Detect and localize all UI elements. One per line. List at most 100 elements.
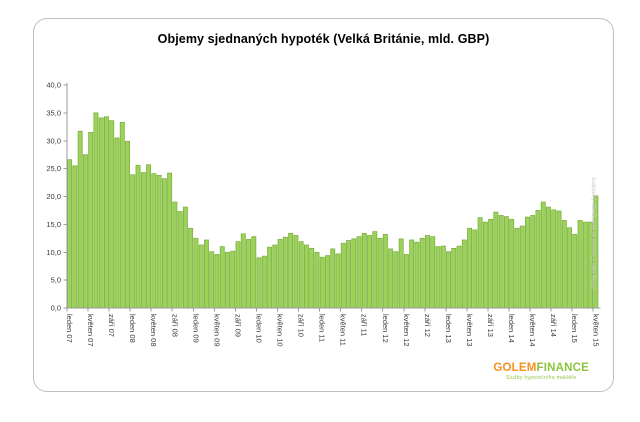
- logo-tagline: Služby hypotečního makléře: [505, 374, 577, 381]
- bar: [140, 172, 146, 309]
- bar: [188, 227, 194, 309]
- x-tick-label: květen 11: [339, 314, 348, 346]
- bar: [409, 239, 415, 309]
- bar: [425, 235, 430, 309]
- x-tick-label: září 07: [107, 314, 116, 337]
- y-tick-label: 40,0: [46, 81, 61, 90]
- bar: [267, 246, 273, 309]
- x-tick-label: leden 15: [570, 314, 579, 343]
- bar: [582, 221, 588, 309]
- bar: [461, 239, 467, 309]
- bar: [330, 248, 336, 309]
- x-tick-label: leden 14: [507, 314, 516, 343]
- bar: [235, 241, 241, 309]
- bar: [356, 236, 362, 309]
- bar: [88, 132, 94, 309]
- bar: [482, 221, 488, 309]
- bar: [546, 206, 551, 309]
- bar: [67, 159, 73, 309]
- bar: [298, 241, 304, 309]
- bar: [346, 240, 351, 309]
- x-tick-label: leden 13: [444, 314, 453, 343]
- logo-part-finance: FINANCE: [536, 361, 589, 374]
- bar: [456, 245, 462, 309]
- x-tick-label: září 09: [233, 314, 242, 337]
- bar: [167, 172, 173, 309]
- bar: [219, 246, 225, 309]
- bar: [314, 251, 320, 309]
- bar: [182, 206, 188, 309]
- source-note: Zdroj dat: Council of Mortgage Lenders: [590, 177, 598, 290]
- bar: [561, 220, 567, 309]
- y-tick-label: 35,0: [46, 108, 61, 117]
- bar: [319, 256, 325, 309]
- bar-chart: 0,0 5,0 10,0 15,0 20,0 25,0 30,0 35,0 40,0 leden …: [46, 81, 601, 347]
- x-tick-label: květen 13: [465, 314, 474, 347]
- bar: [398, 238, 404, 309]
- x-tick-label: leden 10: [254, 314, 263, 343]
- bar: [446, 251, 451, 309]
- bar: [93, 112, 99, 309]
- bar: [498, 215, 504, 309]
- x-tick-label: květen 15: [591, 314, 600, 347]
- bar: [540, 201, 546, 309]
- bar: [388, 248, 394, 309]
- y-tick-label: 5,0: [51, 276, 61, 285]
- bar: [272, 244, 278, 309]
- bar: [172, 201, 178, 309]
- bar: [351, 238, 357, 309]
- bar: [282, 236, 288, 309]
- bar: [451, 247, 457, 309]
- bar: [535, 210, 541, 309]
- bar: [572, 234, 578, 309]
- bar: [519, 225, 525, 309]
- chart-title: Objemy sjednaných hypoték (Velká Británi…: [157, 32, 490, 46]
- bar: [309, 247, 315, 309]
- logo-wordmark: GOLEMFINANCE: [493, 362, 589, 375]
- bar: [525, 216, 530, 309]
- x-tick-label: září 11: [360, 314, 369, 336]
- bar: [246, 239, 252, 309]
- bar: [372, 231, 378, 309]
- bar: [77, 130, 83, 309]
- bar: [214, 254, 220, 309]
- x-tick-label: leden 12: [381, 314, 390, 343]
- x-tick-label: květen 09: [212, 314, 221, 347]
- bar: [146, 164, 152, 309]
- y-tick-label: 30,0: [46, 136, 61, 145]
- bar: [530, 215, 536, 309]
- bar: [198, 244, 204, 309]
- x-tick-label: září 08: [170, 314, 179, 337]
- x-tick-label: leden 07: [65, 314, 74, 343]
- bar: [203, 239, 209, 309]
- bar: [551, 209, 557, 309]
- bar: [377, 237, 383, 309]
- bar: [109, 120, 115, 309]
- bar: [477, 217, 483, 309]
- y-tick-label: 0,0: [51, 304, 61, 313]
- x-tick-label: září 12: [423, 314, 432, 337]
- bar: [114, 137, 120, 309]
- bar: [225, 251, 230, 309]
- bar: [104, 116, 109, 309]
- x-tick-label: květen 07: [86, 314, 95, 347]
- bar: [567, 227, 573, 309]
- bar: [467, 227, 473, 309]
- bar: [414, 241, 420, 309]
- bar: [125, 140, 130, 309]
- bar: [577, 220, 583, 309]
- bar: [325, 255, 330, 309]
- x-tick-label: květen 14: [528, 314, 537, 347]
- y-tick-label: 10,0: [46, 248, 61, 257]
- x-tick-label: září 13: [486, 314, 495, 337]
- bar: [514, 227, 520, 309]
- bar: [340, 242, 346, 309]
- bar: [177, 211, 183, 309]
- golemfinance-logo: GOLEMFINANCE Služby hypotečního makléře: [493, 362, 589, 381]
- bar: [367, 235, 373, 309]
- bar: [403, 254, 409, 309]
- bar: [430, 236, 436, 309]
- bar: [361, 232, 367, 309]
- x-tick-label: květen 12: [402, 314, 411, 347]
